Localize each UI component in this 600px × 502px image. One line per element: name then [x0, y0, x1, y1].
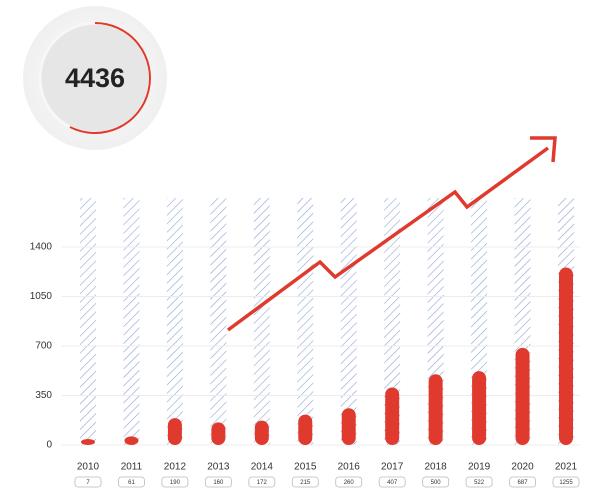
x-tick-label: 2011 — [121, 462, 143, 473]
total-value: 4436 — [65, 63, 125, 93]
bar — [559, 267, 573, 445]
column-hatch — [384, 198, 401, 445]
value-box — [118, 476, 145, 488]
bar — [472, 371, 487, 445]
x-tick-label: 2010 — [77, 462, 100, 473]
y-axis: 0 350 700 1050 1400 — [30, 242, 580, 451]
bar — [515, 347, 530, 445]
x-tick-label: 2013 — [207, 462, 230, 473]
bar — [298, 414, 313, 445]
bar — [124, 436, 139, 445]
value-box — [378, 476, 406, 488]
y-tick-label: 1400 — [30, 242, 53, 253]
x-tick-label: 2012 — [164, 462, 187, 473]
bar — [211, 422, 226, 445]
column-backgrounds — [80, 198, 574, 445]
bar — [167, 418, 182, 445]
y-tick-label: 700 — [35, 341, 52, 352]
x-tick-label: 2016 — [338, 462, 361, 473]
value-box — [422, 476, 450, 488]
value-box — [465, 476, 493, 488]
x-tick-label: 2019 — [468, 462, 491, 473]
value-label: 215 — [300, 480, 311, 486]
column-hatch — [340, 198, 357, 445]
column-hatch — [80, 198, 96, 445]
value-box — [204, 476, 232, 488]
trend-arrowhead — [530, 136, 557, 163]
bar — [341, 408, 356, 445]
value-label: 260 — [344, 480, 355, 486]
value-box — [74, 476, 102, 488]
value-label: 500 — [431, 480, 442, 486]
y-tick-label: 1050 — [30, 291, 53, 302]
bar — [428, 374, 443, 445]
value-box — [161, 476, 189, 488]
bar — [385, 387, 400, 445]
bar — [81, 439, 95, 445]
badge-arc — [69, 22, 151, 134]
trend-arrow — [226, 146, 550, 332]
x-tick-label: 2018 — [425, 462, 448, 473]
column-hatch — [166, 198, 183, 445]
total-badge: 4436 — [23, 6, 167, 150]
x-labels: 2010 7 2011 61 2012 190 2013 160 2014 172 2015 215 2… — [74, 462, 580, 488]
value-label: 7 — [86, 480, 90, 486]
value-label: 687 — [518, 480, 529, 486]
bars — [81, 267, 573, 445]
value-box — [335, 476, 363, 488]
y-tick-label: 0 — [46, 440, 52, 451]
value-label: 190 — [170, 480, 181, 486]
value-box — [248, 476, 276, 488]
value-label: 172 — [257, 480, 268, 486]
value-label: 522 — [474, 480, 485, 486]
value-box — [509, 476, 536, 488]
x-tick-label: 2017 — [381, 462, 404, 473]
value-label: 1255 — [559, 480, 573, 486]
x-tick-label: 2021 — [555, 462, 578, 473]
x-tick-label: 2020 — [511, 462, 534, 473]
column-hatch — [297, 198, 314, 445]
x-tick-label: 2014 — [251, 462, 274, 473]
column-hatch — [253, 198, 270, 445]
value-label: 61 — [128, 480, 135, 486]
value-box — [291, 476, 319, 488]
x-tick-label: 2015 — [294, 462, 317, 473]
y-tick-label: 350 — [35, 390, 52, 401]
value-label: 160 — [213, 480, 224, 486]
value-box — [552, 476, 580, 488]
value-label: 407 — [387, 480, 398, 486]
bar — [254, 420, 269, 445]
column-hatch — [123, 198, 140, 445]
column-hatch — [210, 198, 227, 445]
